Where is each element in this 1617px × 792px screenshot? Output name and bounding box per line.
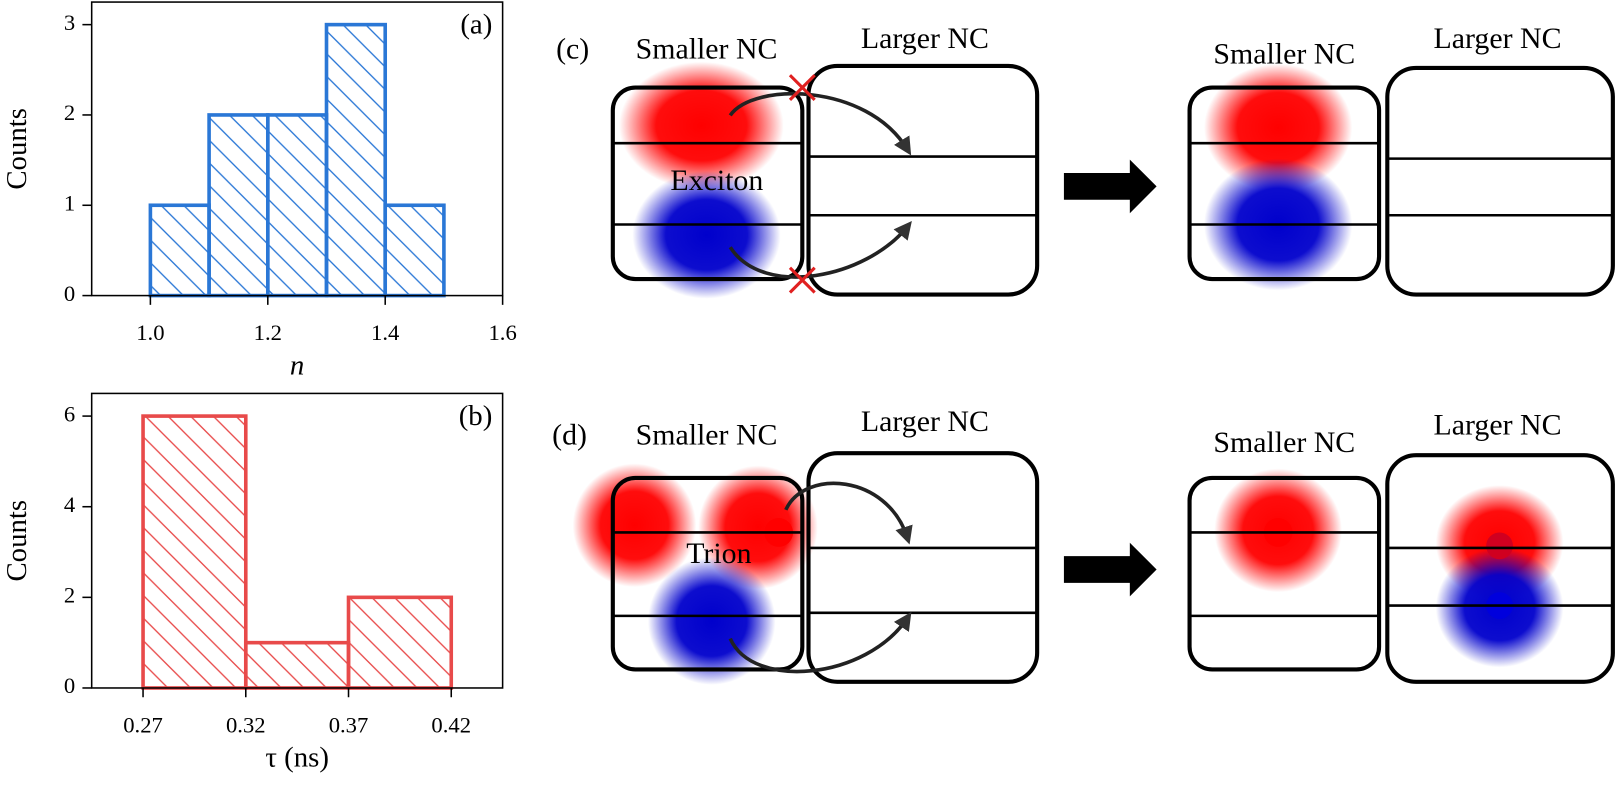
transfer-arrow [784,481,913,545]
bar [265,113,329,298]
electron-cloud [647,557,776,685]
bar [243,640,351,690]
smaller-nc-label: Smaller NC [636,32,778,65]
x-axis-label: τ (ns) [265,742,329,774]
hole-cloud [572,463,697,588]
panel-label: (a) [460,8,492,40]
larger-nc-label: Larger NC [1434,408,1562,441]
x-tick-label: 0.42 [431,712,471,737]
bar [383,203,446,298]
panel-label: (b) [459,400,493,432]
bar [141,414,248,690]
x-tick-label: 0.27 [123,712,163,737]
panel-d: (d) Smaller NC Larger NC Trion [552,405,1157,685]
smaller-nc-label: Smaller NC [1213,426,1355,459]
bar [346,595,454,690]
panel-label: (c) [556,32,589,65]
larger-nc [806,451,1040,684]
larger-nc [1385,453,1615,684]
y-tick-label: 2 [64,583,75,608]
bar [148,203,211,298]
x-tick-label: 1.6 [488,320,516,345]
larger-nc [1385,65,1615,297]
plot-frame [90,1,504,297]
larger-nc-label: Larger NC [861,405,989,438]
plot-frame [90,392,504,689]
y-axis-label: Counts [1,500,33,582]
x-tick-label: 0.32 [226,712,266,737]
y-axis-label: Counts [1,108,33,190]
larger-nc-label: Larger NC [1434,22,1562,55]
blocked-mark [788,266,816,294]
x-tick-label: 0.37 [329,712,369,737]
panel-label: (d) [552,419,587,452]
particle-label: Trion [686,537,751,570]
transfer-arrow [728,611,912,674]
x-tick-label: 1.4 [371,320,399,345]
histogram-panel: 1.0 1.2 1.4 1.6 0 1 2 3 n Counts (a) [1,1,517,381]
process-arrow [1063,542,1157,597]
larger-nc [806,63,1040,297]
x-axis-label: n [290,349,304,381]
smaller-nc-label: Smaller NC [636,419,778,452]
hole-cloud [618,61,784,190]
blocked-mark [788,74,816,101]
smaller-nc [610,475,805,672]
panel-d-after: Smaller NC Larger NC [1187,408,1615,684]
y-tick-label: 0 [64,673,75,698]
y-tick-label: 0 [64,281,75,306]
bar [324,22,388,298]
y-tick-label: 4 [64,492,75,517]
larger-nc-label: Larger NC [861,22,989,55]
particle-label: Exciton [670,164,763,197]
bar [207,113,270,298]
smaller-nc [1187,85,1382,282]
panel-c-after: Smaller NC Larger NC [1187,22,1615,297]
transfer-arrow [728,92,912,156]
histogram-panel: 0.27 0.32 0.37 0.42 0 2 4 6 τ (ns) Counts (b) [1,392,504,774]
y-tick-label: 1 [64,190,75,215]
x-tick-label: 1.2 [254,320,282,345]
hole [1486,532,1513,560]
y-tick-label: 6 [64,401,75,426]
hole-cloud [698,465,818,590]
y-tick-label: 2 [64,100,75,125]
smaller-nc [610,85,805,282]
x-tick-label: 1.0 [136,320,164,345]
panel-c: (c) Smaller NC Larger NC Exciton [556,22,1157,299]
transfer-arrow [728,220,912,279]
y-tick-label: 3 [64,10,75,35]
smaller-nc [1187,475,1382,672]
process-arrow [1063,159,1157,214]
electron-cloud [632,170,781,299]
hole-cloud [1203,63,1353,192]
